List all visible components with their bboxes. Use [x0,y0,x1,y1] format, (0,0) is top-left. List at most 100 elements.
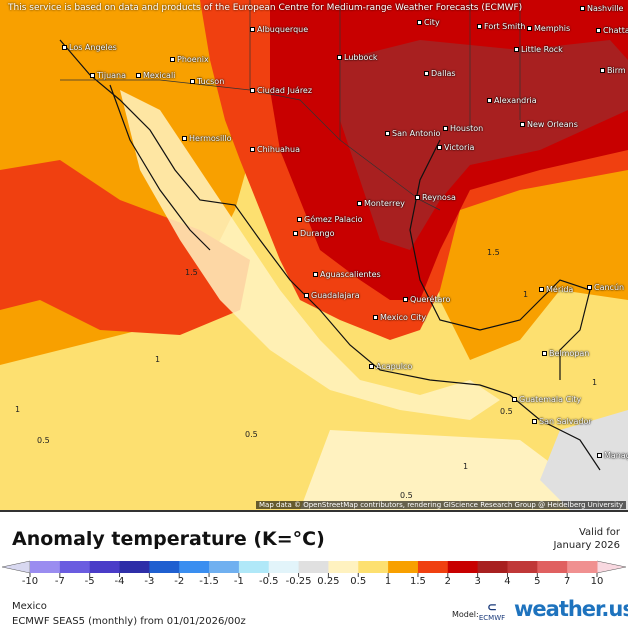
contour-label: 0.5 [245,430,258,439]
city-label: Chihuahua [250,145,300,154]
scale-tick-label: -4 [114,576,125,587]
city-label: Aguascalientes [313,270,381,279]
city-label: Mérida [539,285,573,294]
city-label: Lubbock [337,53,377,62]
scale-swatch [298,561,329,573]
scale-tick-label: -3 [144,576,155,587]
scale-tick-label: 10 [590,576,604,587]
contour-label: 1 [592,378,598,387]
scale-tick-label: 2 [444,576,451,587]
scale-swatch [119,561,150,573]
anomaly-3-4-zone [340,40,628,250]
scale-tick-label: -0.25 [285,576,312,587]
city-label: Monterrey [357,199,405,208]
city-label: Ciudad Juárez [250,86,312,95]
scale-tick-label: 7 [563,576,571,587]
valid-date: Valid for January 2026 [553,526,620,552]
model-run: ECMWF SEAS5 (monthly) from 01/01/2026/00… [12,616,246,627]
scale-tick-label: 1.5 [409,576,426,587]
scale-swatch [238,561,270,573]
city-label: Victoria [437,143,474,152]
scale-tick-label: -1.5 [199,576,219,587]
scale-swatch [179,561,210,573]
scale-arrow-above [596,560,627,574]
contour-label: 1.5 [487,248,500,257]
city-label: Durango [293,229,334,238]
city-label: City [417,18,440,27]
contour-label: 1 [15,405,21,414]
scale-tick-label: -2 [174,576,185,587]
city-label: Houston [443,124,483,133]
ecmwf-notice: This service is based on data and produc… [8,3,523,13]
scale-tick-label: 5 [534,576,541,587]
anomaly-1.5-2-zone-west [0,160,250,335]
contour-label: 1 [523,290,529,299]
city-label: Alexandria [487,96,537,105]
city-label: Fort Smith [477,22,525,31]
scale-tick-label: 4 [504,576,511,587]
contour-label: 1.5 [185,268,198,277]
scale-swatch [149,561,180,573]
map-attribution[interactable]: Map data © OpenStreetMap contributors, r… [256,501,626,509]
anomaly-0.25-0.5-south [300,430,628,510]
city-label: Hermosillo [182,134,232,143]
scale-swatch [59,561,91,573]
city-label: Belmopan [542,349,589,358]
scale-tick-label: 0.25 [317,576,340,587]
valid-label: Valid for [578,527,620,538]
city-label: Tucson [190,77,224,86]
city-label: Mexico City [373,313,426,322]
city-label: Managua [597,451,628,460]
scale-arrow-below [1,560,31,574]
anomaly-map[interactable]: This service is based on data and produc… [0,0,628,510]
ecmwf-logo: ⊂ ECMWF [478,600,506,622]
scale-tick-label: 3 [474,576,481,587]
city-label: Guatemala City [512,395,581,404]
region-name: Mexico [12,601,47,612]
city-label: Chatta [596,26,628,35]
scale-swatch [417,561,449,573]
scale-swatch [268,561,300,573]
borders [60,0,521,211]
city-label: Gómez Palacio [297,215,363,224]
city-label: Guadalajara [304,291,360,300]
legend-panel: Anomaly temperature (K=°C) Valid for Jan… [0,510,628,630]
scale-swatch [358,561,389,573]
city-label: New Orleans [520,120,578,129]
scale-swatch [507,561,538,573]
contour-label: 1 [463,462,469,471]
scale-tick-label: -7 [54,576,65,587]
valid-month: January 2026 [553,540,620,551]
contour-label: 0.5 [400,491,413,500]
scale-tick-label: 1 [384,576,392,587]
city-label: San Antonio [385,129,440,138]
anomaly-1-1.5-zone-gulf [430,160,628,360]
scale-tick-label: 0.5 [350,576,367,587]
legend-title: Anomaly temperature (K=°C) [12,528,325,550]
scale-swatch [477,561,508,573]
city-label: Tijuana [90,71,126,80]
city-label: Los Angeles [62,43,117,52]
city-label: Albuquerque [250,25,308,34]
anomaly-neutral-zone [540,410,628,510]
contour-label: 1 [155,355,161,364]
anomaly-0.25-0.5-coastal [120,90,500,420]
scale-tick-label: -5 [84,576,95,587]
scale-swatch [209,561,240,573]
city-label: Mexicali [136,71,175,80]
scale-swatch [30,561,61,573]
scale-swatch [567,561,598,573]
model-label: Model: [452,610,479,619]
weather-us-logo[interactable]: weather.us [514,597,628,621]
scale-swatch [537,561,568,573]
city-label: Nashville [580,4,623,13]
scale-swatch [447,561,479,573]
scale-swatch [388,561,419,573]
city-label: Dallas [424,69,456,78]
city-label: Querétaro [403,295,450,304]
city-label: Birm [600,66,626,75]
city-label: San Salvador [532,417,592,426]
contour-label: 0.5 [500,407,513,416]
contour-label: 0.5 [37,436,50,445]
city-label: Acapulco [369,362,412,371]
